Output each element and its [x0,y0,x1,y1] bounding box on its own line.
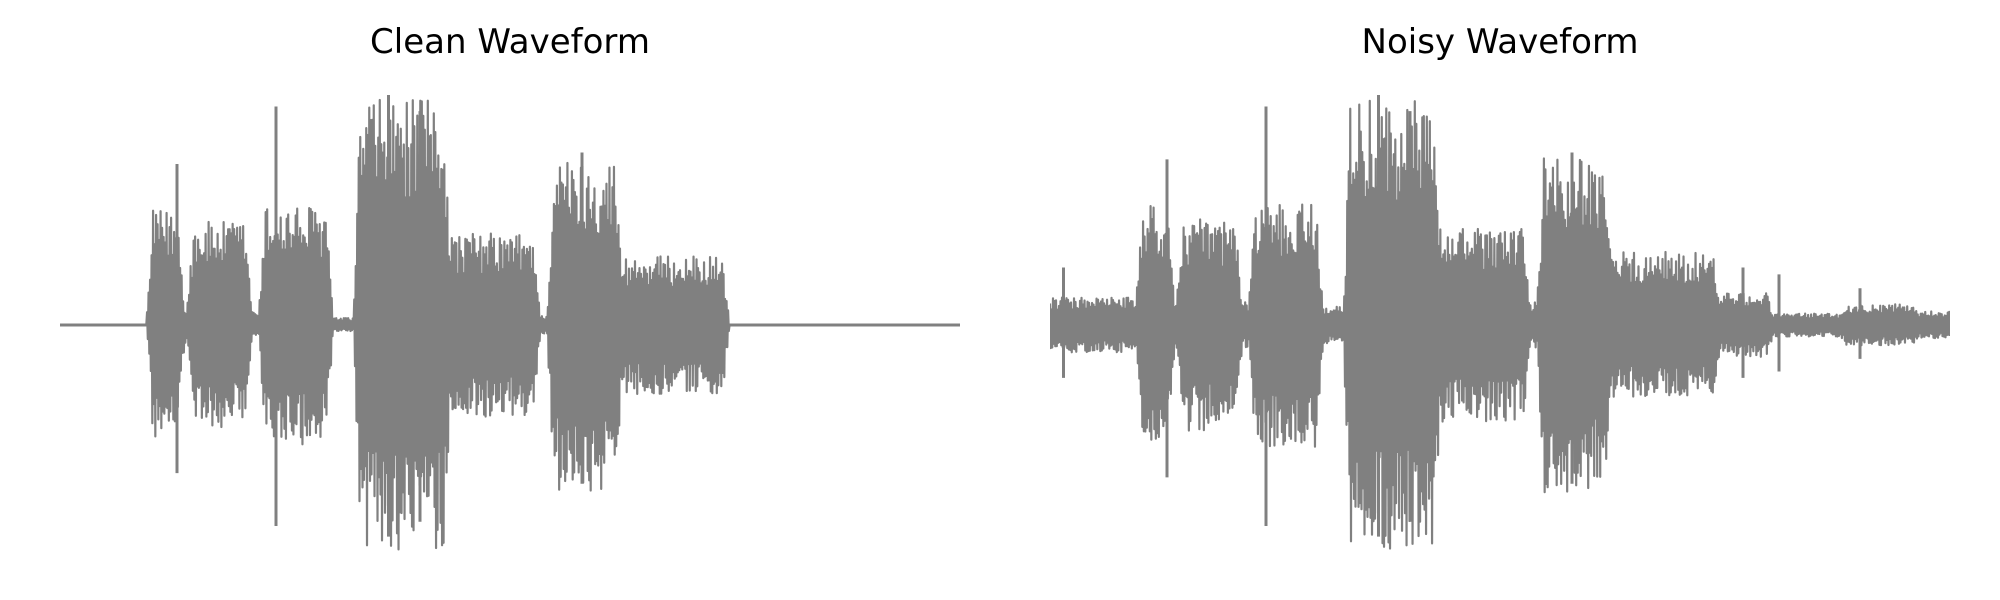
waveform-trace [1050,99,1950,550]
chart-title: Clean Waveform [370,22,650,62]
clean-waveform-panel: Clean Waveform [60,0,960,600]
noisy-waveform-panel: Noisy Waveform [1050,0,1950,600]
waveform-plot-noisy [1050,95,1950,550]
chart-title: Noisy Waveform [1361,22,1639,62]
waveform-plot-clean [60,95,960,551]
